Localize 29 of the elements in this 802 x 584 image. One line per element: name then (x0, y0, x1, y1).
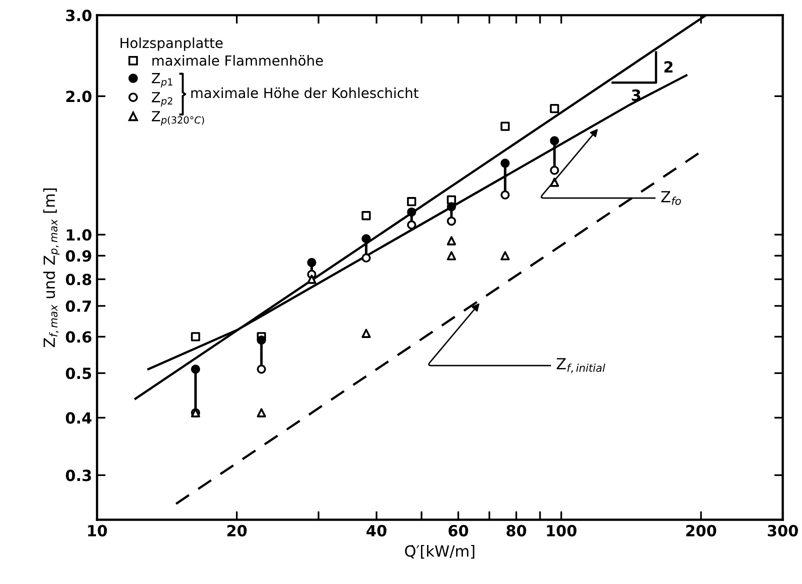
x-tick-label: 60 (448, 524, 468, 536)
legend-label: Z$_{p(320°C)}$ (152, 111, 204, 126)
x-tick-label: 200 (686, 524, 716, 536)
y-tick-label: 0.7 (66, 300, 91, 312)
y-tick-label: 0.4 (66, 412, 92, 424)
x-tick-label: 300 (768, 524, 798, 536)
x-tick-label: 40 (366, 524, 386, 536)
y-tick-label: 1.0 (66, 229, 92, 241)
legend-label: Z$_{p2}$ (152, 92, 172, 106)
y-axis-title: Z$_{f,max}$ und Z$_{p,max}$ [m] (43, 188, 60, 348)
y-tick-label: 0.3 (66, 470, 91, 482)
y-tick-label: 3.0 (66, 10, 92, 22)
annotation: Z$_{f,initial}$ (556, 358, 606, 373)
y-tick-label: 2.0 (66, 90, 92, 102)
legend-label: maximale Flammenhöhe (152, 55, 323, 66)
annotation: Z$_{fo}$ (661, 191, 681, 205)
y-tick-label: 0.6 (66, 331, 92, 343)
x-axis-title: Q̇′[kW/m] (405, 544, 474, 559)
x-tick-label: 10 (88, 524, 107, 536)
y-tick-label: 0.5 (66, 368, 92, 380)
annotation: maximale Höhe der Kohleschicht (191, 87, 418, 98)
legend-title: Holzspanplatte (120, 37, 223, 51)
legend-label: Z$_{p1}$ (152, 73, 172, 88)
x-tick-label: 80 (506, 524, 526, 536)
x-tick-label: 20 (227, 524, 247, 536)
y-tick-label: 0.9 (66, 250, 92, 262)
y-tick-label: 0.8 (66, 274, 92, 286)
x-tick-label: 100 (547, 524, 576, 536)
annotation: 2 (664, 61, 673, 72)
